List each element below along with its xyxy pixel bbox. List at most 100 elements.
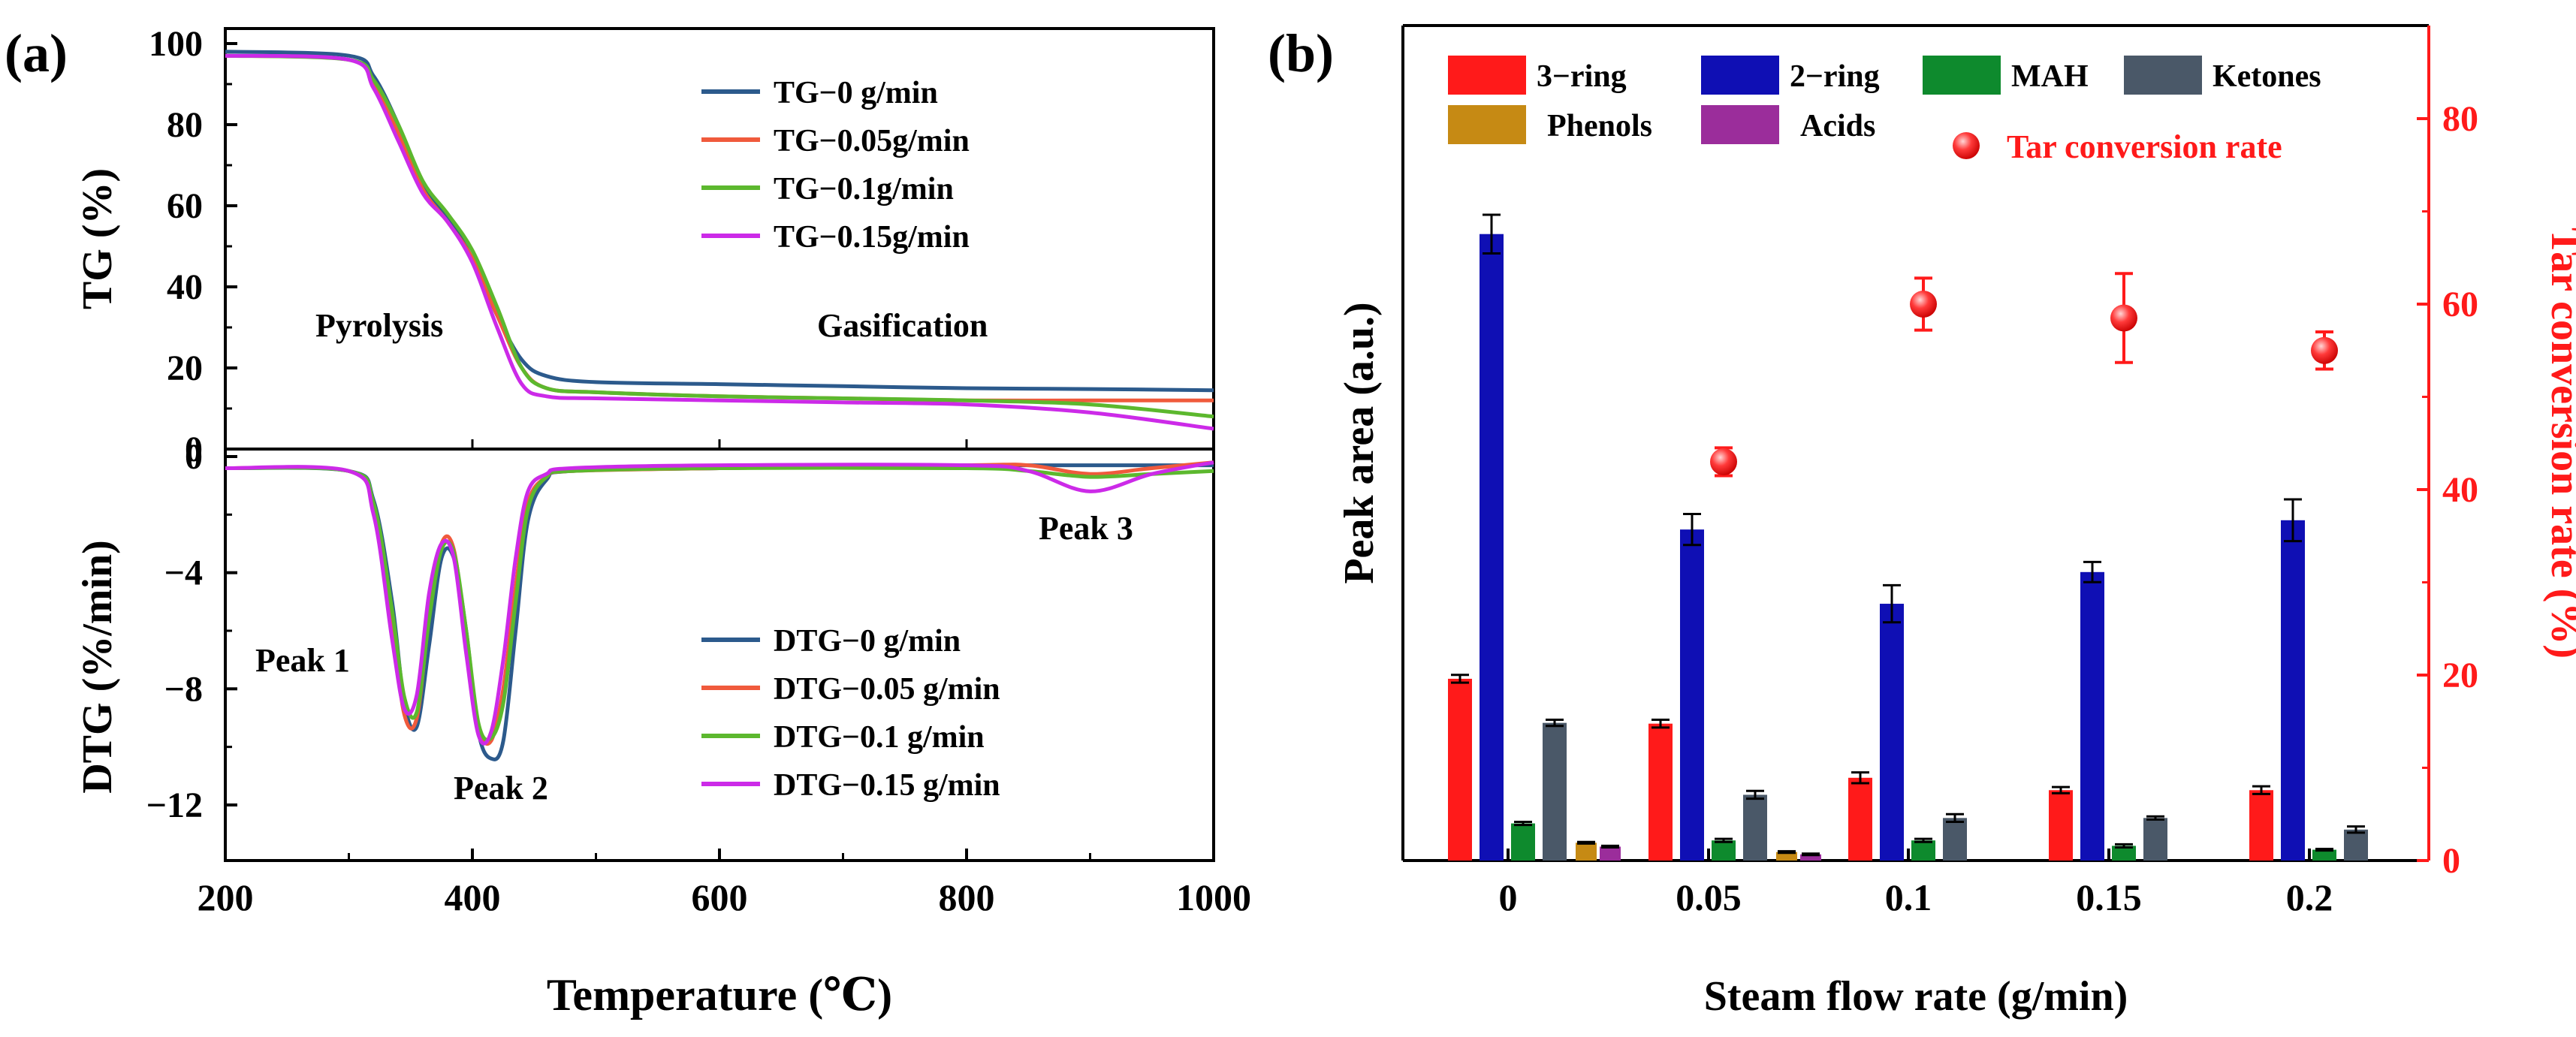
- peak1-annotation: Peak 1: [255, 642, 350, 679]
- tg-y-tick-label: 60: [167, 186, 203, 226]
- b-conversion-points: [1710, 272, 2338, 478]
- conversion-point: [2311, 336, 2338, 364]
- conversion-point: [1710, 448, 1737, 475]
- bar-2ring: [2080, 571, 2104, 861]
- b-legend-swatch: [1701, 105, 1779, 144]
- pyrolysis-annotation: Pyrolysis: [315, 307, 443, 344]
- b-right-tick-label: 0: [2442, 841, 2460, 881]
- b-legend-label: 3−ring: [1537, 59, 1627, 94]
- bar-acids: [1600, 846, 1621, 861]
- tg-y-tick-label: 80: [167, 105, 203, 145]
- bar-2ring: [1480, 234, 1504, 861]
- b-x-tick-label: 0.05: [1676, 876, 1742, 918]
- dtg-legend-label: DTG−0.15 g/min: [774, 768, 1000, 803]
- b-legend-swatch: [1448, 105, 1526, 144]
- dtg-y-tick-label: 0: [185, 437, 203, 477]
- bar-3ring: [2049, 790, 2073, 861]
- dtg-plot: 0 −4 −8 −12 DTG (%/min) Peak 1 Peak 2 Peak …: [74, 437, 1215, 862]
- bar-acids: [1800, 854, 1821, 861]
- tg-series-line-1: [225, 53, 1214, 402]
- bar-mah: [2312, 849, 2336, 861]
- b-legend-swatch: [1701, 56, 1779, 95]
- b-bars: [1448, 213, 2368, 861]
- bar-ketones: [1543, 722, 1567, 861]
- a-x-tick-label: 600: [692, 876, 748, 918]
- b-right-y-axis-label: Tar conversion rate (%): [2542, 228, 2576, 659]
- panel-a-x-axis-label: Temperature (℃): [547, 970, 892, 1020]
- conversion-point: [2110, 304, 2137, 332]
- tg-series-line-2: [225, 53, 1214, 419]
- tg-legend-label: TG−0.05g/min: [774, 124, 970, 158]
- a-x-tick-label: 200: [198, 876, 254, 918]
- tg-y-tick-label: 100: [149, 24, 203, 64]
- b-x-tick-label: 0.15: [2076, 876, 2142, 918]
- bar-mah: [1712, 840, 1736, 861]
- tg-y-tick-label: 40: [167, 267, 203, 307]
- dtg-y-axis-label: DTG (%/min): [74, 540, 121, 794]
- b-legend-label: MAH: [2011, 59, 2089, 94]
- bar-2ring: [1880, 604, 1904, 861]
- b-legend: 3−ring 2−ring MAH Ketones Phenols Acids Tar co…: [1448, 56, 2321, 165]
- peak3-annotation: Peak 3: [1039, 510, 1133, 547]
- bar-2ring: [2281, 520, 2305, 861]
- tg-y-tick-label: 0: [185, 430, 203, 469]
- panel-a-x-ticks: 200 400 600 800 1000: [198, 439, 1251, 918]
- tg-legend: TG−0 g/min TG−0.05g/min TG−0.1g/min TG−0.15…: [701, 76, 970, 255]
- a-x-tick-label: 800: [939, 876, 995, 918]
- b-x-axis-label: Steam flow rate (g/min): [1704, 973, 2128, 1020]
- b-legend-conversion-marker: [1953, 132, 1980, 159]
- dtg-legend-label: DTG−0.1 g/min: [774, 720, 985, 755]
- tg-y-tick-label: 20: [167, 348, 203, 388]
- dtg-legend-label: DTG−0 g/min: [774, 624, 961, 659]
- b-x-tick-label: 0.2: [2286, 876, 2333, 918]
- b-legend-label: Ketones: [2213, 59, 2321, 94]
- panel-b-label: (b): [1268, 23, 1334, 83]
- b-legend-swatch: [1448, 56, 1526, 95]
- tg-legend-label: TG−0.15g/min: [774, 220, 970, 255]
- b-right-tick-label: 20: [2442, 656, 2478, 695]
- b-right-y-ticks: 0 20 40 60 80: [2417, 99, 2478, 881]
- b-legend-swatch: [2124, 56, 2202, 95]
- b-right-tick-label: 60: [2442, 285, 2478, 324]
- bar-ketones: [2143, 818, 2167, 861]
- conversion-point: [1910, 291, 1937, 318]
- tg-series-lines: [225, 50, 1214, 431]
- panel-a-label: (a): [5, 23, 68, 83]
- dtg-y-tick-label: −8: [164, 669, 203, 709]
- peak2-annotation: Peak 2: [454, 770, 548, 806]
- b-legend-conversion-label: Tar conversion rate: [2007, 128, 2282, 165]
- bar-phenols: [1576, 843, 1597, 861]
- dtg-series-line-2: [225, 466, 1214, 742]
- gasification-annotation: Gasification: [817, 307, 988, 344]
- bar-ketones: [2344, 829, 2368, 861]
- bar-ketones: [1743, 794, 1767, 861]
- tg-legend-label: TG−0.1g/min: [774, 172, 954, 206]
- dtg-series-lines: [225, 460, 1214, 761]
- bar-ketones: [1943, 818, 1967, 861]
- b-legend-label: 2−ring: [1790, 59, 1880, 94]
- b-legend-label: Acids: [1800, 109, 1875, 143]
- b-legend-swatch: [1923, 56, 2001, 95]
- tg-y-ticks: 0 20 40 60 80 100: [149, 24, 237, 469]
- b-left-y-axis-label: Peak area (a.u.): [1336, 302, 1383, 583]
- panel-a: (a) 0 20 40 60 80 100 TG (%) Pyrolysis Gasifi…: [5, 23, 1251, 1020]
- dtg-y-tick-label: −12: [146, 785, 203, 825]
- b-legend-label: Phenols: [1547, 109, 1652, 143]
- dtg-series-line-3: [225, 460, 1214, 746]
- dtg-y-ticks: 0 −4 −8 −12: [146, 437, 237, 825]
- b-x-tick-label: 0: [1499, 876, 1518, 918]
- bar-2ring: [1680, 529, 1704, 861]
- b-x-tick-label: 0.1: [1885, 876, 1932, 918]
- bar-3ring: [1448, 678, 1472, 861]
- b-right-tick-label: 40: [2442, 470, 2478, 510]
- bar-mah: [1511, 823, 1535, 861]
- bar-3ring: [1848, 777, 1872, 861]
- tg-series-line-3: [225, 53, 1214, 431]
- a-x-tick-label: 400: [445, 876, 501, 918]
- dtg-y-tick-label: −4: [164, 553, 203, 593]
- bar-3ring: [2249, 790, 2273, 861]
- dtg-legend: DTG−0 g/min DTG−0.05 g/min DTG−0.1 g/min DT…: [701, 624, 1000, 803]
- dtg-legend-label: DTG−0.05 g/min: [774, 672, 1000, 707]
- panel-b: (b) 0 20 40 60 80 0 0.05 0.1 0.15 0.2 3−ring 2−ri…: [1268, 23, 2576, 1020]
- b-x-ticks: 0 0.05 0.1 0.15 0.2: [1499, 849, 2333, 918]
